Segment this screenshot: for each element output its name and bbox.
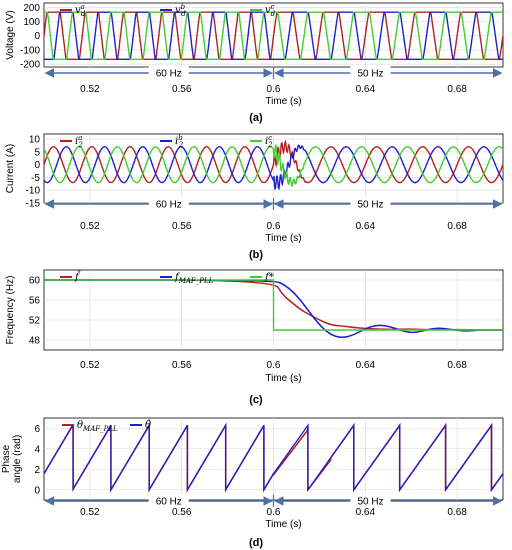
series-line-2: [44, 422, 503, 493]
y-tick-label: -10: [26, 186, 41, 197]
chart-panel-2: 0.52 0.56 0.6 0.64 0.68 -15 -10 -5 0 510 Time (s) C…: [5, 133, 504, 261]
chart-panel-1: 0.52 0.56 0.6 0.64 0.68 -200 -100 0 100 200 Time (…: [5, 2, 504, 124]
x-tick-label: 0.64: [356, 507, 376, 518]
y-tick-label: 48: [29, 336, 41, 347]
region-label-bg: [350, 197, 391, 209]
region-label: 50 Hz: [357, 497, 383, 508]
chart-panel-4: 0.52 0.56 0.6 0.64 0.68 0 2 4 6 Time (s) Phase angl…: [1, 417, 504, 549]
y-axis-label: angle (rad): [12, 435, 23, 483]
panel-label: (d): [249, 537, 263, 549]
region-label: 50 Hz: [357, 200, 383, 211]
series-line-1: [44, 11, 503, 60]
x-tick-label: 0.56: [172, 221, 192, 232]
legend: f̂ fMAF_PLL f*: [60, 271, 274, 285]
legend-label: vb d: [175, 3, 186, 18]
series-line-2: [44, 279, 503, 338]
y-tick-label: 5: [34, 147, 40, 158]
y-tick-label: 6: [34, 424, 40, 435]
x-tick-label: 0.52: [80, 360, 100, 371]
series-group: [44, 139, 503, 191]
series-line-3: [44, 279, 503, 331]
panel-label: (b): [249, 249, 263, 261]
y-axis-label: Voltage (V): [5, 10, 16, 59]
y-tick-label: 60: [29, 276, 41, 287]
series-line-2: [44, 144, 503, 191]
legend: va d vb d vc d: [60, 3, 276, 18]
legend-label: θ̂: [145, 420, 151, 431]
chart-panel-3: 0.52 0.56 0.6 0.64 0.68 48 52 56 60 Time (s) Frequ…: [5, 269, 504, 406]
region-label-bg: [148, 197, 189, 209]
region-label-bg: [350, 66, 391, 78]
series-line-3: [44, 11, 503, 60]
region-label: 60 Hz: [156, 69, 182, 80]
series-line-1: [44, 139, 503, 184]
region-label: 60 Hz: [156, 200, 182, 211]
y-tick-label: 2: [34, 465, 40, 476]
y-tick-label: 52: [29, 316, 41, 327]
y-tick-label: 10: [29, 135, 41, 146]
legend-label: f*: [264, 272, 274, 283]
x-tick-label: 0.68: [447, 221, 467, 232]
y-tick-label: 0: [34, 160, 40, 171]
x-tick-label: 0.6: [267, 84, 281, 95]
x-tick-label: 0.52: [80, 221, 100, 232]
y-tick-label: -200: [20, 60, 40, 71]
x-tick-label: 0.6: [267, 360, 281, 371]
legend: ia 2 ib 2 ic 2: [60, 134, 273, 149]
panel-label: (a): [249, 112, 263, 124]
legend: θMAF_PLL θ̂: [62, 420, 151, 433]
region-label-bg: [148, 494, 189, 506]
legend-label: vc d: [265, 3, 276, 18]
y-tick-label: 4: [34, 444, 40, 455]
x-tick-label: 0.56: [172, 84, 192, 95]
x-tick-label: 0.56: [172, 360, 192, 371]
legend-label: ib 2: [175, 134, 184, 149]
x-tick-label: 0.52: [80, 84, 100, 95]
series-group: [44, 422, 503, 493]
region-label: 50 Hz: [357, 69, 383, 80]
y-tick-label: -15: [26, 199, 41, 210]
series-group: [44, 11, 503, 60]
y-axis-label: Frequency (Hz): [5, 276, 16, 345]
y-axis-label: Phase: [1, 444, 12, 473]
legend-label: f̂: [74, 271, 81, 283]
y-tick-label: 0: [34, 485, 40, 496]
series-group: [44, 279, 503, 338]
x-axis-label: Time (s): [265, 233, 301, 244]
x-tick-label: 0.6: [267, 507, 281, 518]
legend-label: ia 2: [75, 134, 83, 149]
x-axis-label: Time (s): [265, 96, 301, 107]
y-tick-label: 100: [23, 17, 40, 28]
legend-label: va d: [75, 3, 86, 18]
y-tick-label: -5: [31, 173, 40, 184]
x-axis-label: Time (s): [265, 519, 301, 530]
x-tick-label: 0.68: [447, 84, 467, 95]
y-tick-label: -100: [20, 45, 40, 56]
x-tick-label: 0.6: [267, 221, 281, 232]
x-tick-label: 0.56: [172, 507, 192, 518]
legend-label: fMAF_PLL: [174, 272, 214, 285]
y-tick-label: 0: [34, 31, 40, 42]
series-line-2: [44, 11, 503, 60]
y-axis-label: Current (A): [5, 144, 16, 193]
legend-label: ic 2: [265, 134, 273, 149]
x-tick-label: 0.64: [356, 84, 376, 95]
x-tick-label: 0.68: [447, 360, 467, 371]
region-label: 60 Hz: [156, 497, 182, 508]
x-tick-label: 0.64: [356, 360, 376, 371]
x-tick-label: 0.52: [80, 507, 100, 518]
x-tick-label: 0.68: [447, 507, 467, 518]
y-tick-label: 56: [29, 296, 41, 307]
series-line-3: [44, 142, 503, 187]
x-axis-label: Time (s): [265, 373, 301, 384]
x-tick-label: 0.64: [356, 221, 376, 232]
legend-label: θMAF_PLL: [77, 420, 118, 433]
region-label-bg: [148, 66, 189, 78]
panel-label: (c): [249, 394, 263, 406]
y-tick-label: 200: [23, 3, 40, 14]
region-label-bg: [350, 494, 391, 506]
